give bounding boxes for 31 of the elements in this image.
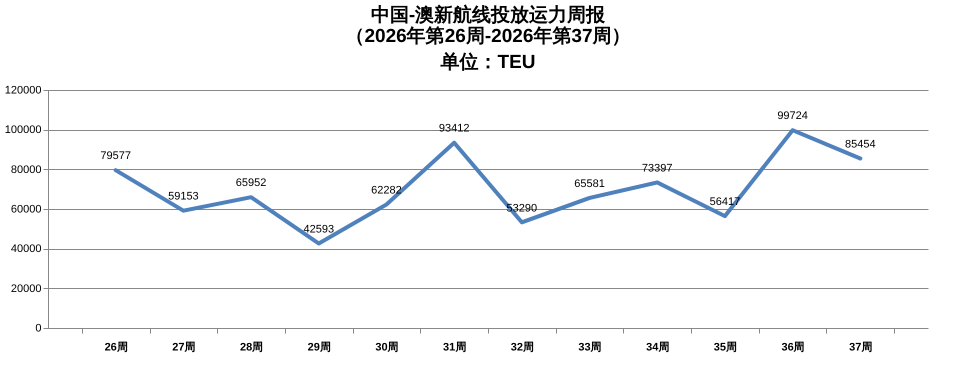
x-tick-label: 29周	[308, 342, 331, 354]
data-label: 65581	[574, 178, 605, 190]
y-tick-label: 0	[35, 322, 42, 334]
y-tick-label: 60000	[10, 204, 42, 216]
x-tick-label: 37周	[849, 342, 872, 354]
x-tick-label: 34周	[646, 342, 670, 354]
data-label: 99724	[777, 110, 808, 122]
data-label: 73397	[642, 162, 673, 174]
data-label: 65952	[236, 177, 266, 190]
data-label: 79577	[100, 150, 131, 162]
y-tick-label: 20000	[10, 282, 42, 295]
x-tick-label: 33周	[578, 342, 602, 354]
data-label: 85454	[845, 138, 876, 151]
y-tick-label: 120000	[4, 84, 42, 96]
chart-subtitle: （2026年第26周-2026年第37周）	[345, 26, 631, 47]
x-tick-label: 27周	[172, 342, 196, 354]
data-label: 42593	[303, 224, 334, 236]
text: 单位：TEU	[440, 51, 536, 73]
y-tick-label: 100000	[4, 124, 42, 136]
x-tick-label: 32周	[510, 342, 534, 354]
y-tick-label: 40000	[10, 243, 42, 256]
x-tick-label: 28周	[240, 342, 264, 354]
x-tick-label: 36周	[781, 342, 805, 354]
x-tick-label: 35周	[714, 342, 738, 354]
x-tick-label: 30周	[375, 342, 399, 354]
x-tick-label: 26周	[104, 342, 128, 354]
chart-title: 中国-澳新航线投放运力周报	[370, 4, 606, 26]
data-label: 59153	[168, 190, 199, 203]
data-label: 93412	[438, 122, 470, 135]
x-tick-label: 31周	[443, 342, 466, 354]
y-tick-label: 80000	[10, 164, 42, 176]
